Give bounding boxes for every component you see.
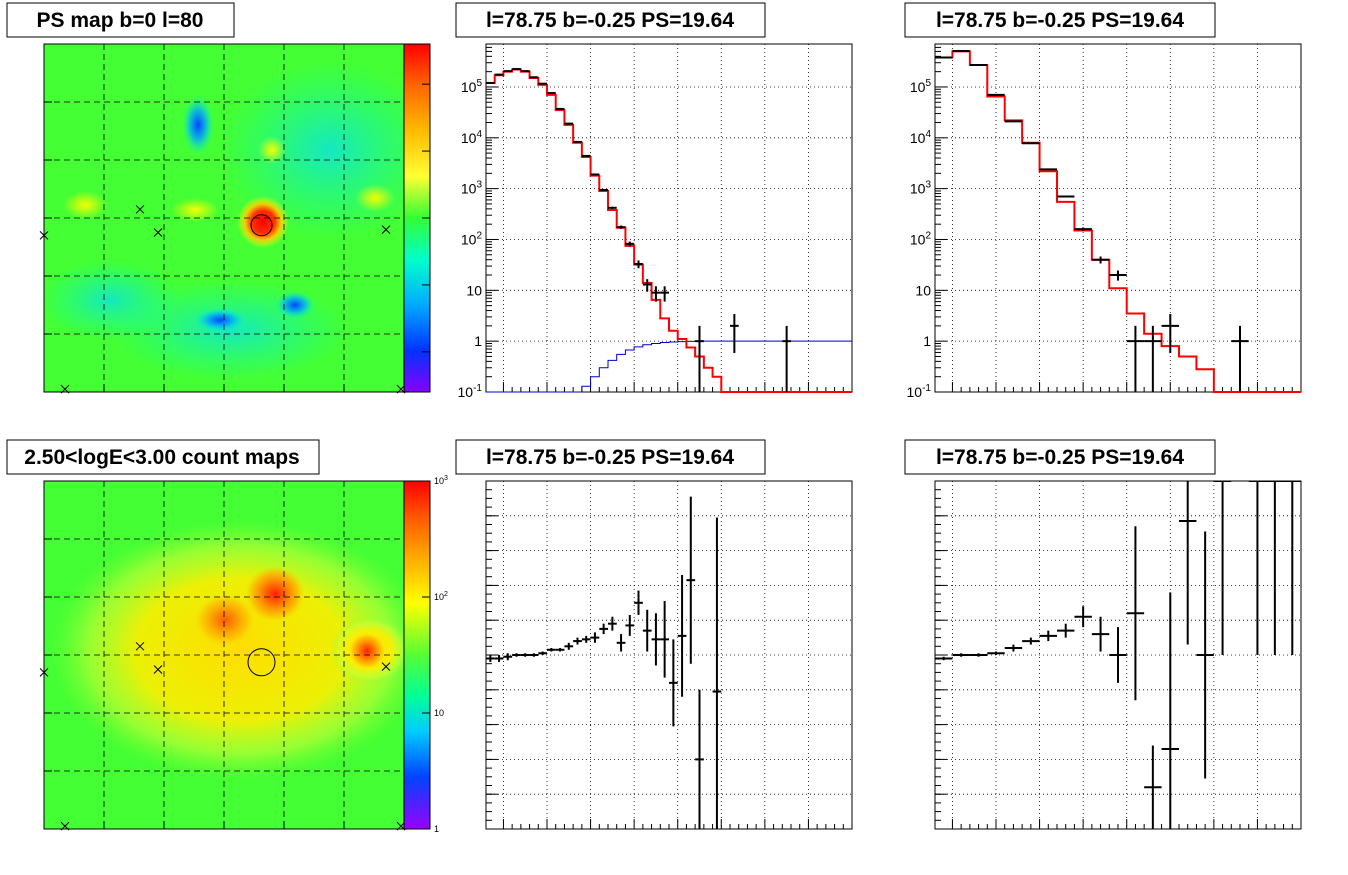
- y-tick-label: 1: [474, 333, 482, 349]
- chart-frame: [934, 480, 1302, 830]
- spectrum-fine-title: l=78.75 b=-0.25 PS=19.64: [486, 9, 734, 32]
- count-map-colorbar: [404, 481, 430, 829]
- y-tick-label: 102: [910, 230, 932, 247]
- colorbar-tick-base: 1: [434, 824, 439, 834]
- y-tick-label: 103: [910, 180, 932, 197]
- colorbar-tick-exp: 3: [444, 475, 448, 482]
- y-tick-exp: 4: [925, 129, 931, 140]
- colorbar-tick-base: 10: [434, 592, 444, 602]
- y-tick-label: 103: [461, 180, 483, 197]
- source-cross: [39, 668, 49, 677]
- source-cross: [153, 228, 163, 237]
- y-tick-exp: 3: [476, 180, 482, 191]
- y-tick-label: 102: [461, 230, 483, 247]
- chart-frame: [485, 480, 853, 830]
- source-cross: [381, 225, 391, 234]
- spectrum-panel-fine: l=78.75 b=-0.25 PS=19.64: [455, 2, 766, 38]
- count-map-title: 2.50<logE<3.00 count maps: [24, 446, 299, 469]
- background-model-histogram: [486, 340, 852, 393]
- y-tick-base: 10: [910, 79, 926, 95]
- colorbar-tick-label: 1: [434, 824, 439, 834]
- y-tick-exp: -1: [473, 383, 482, 394]
- colorbar-tick-exp: 2: [444, 591, 448, 598]
- source-cross: [135, 641, 145, 651]
- y-tick-exp: 5: [476, 78, 482, 89]
- residual-points: [935, 481, 1301, 829]
- residual-points: [486, 496, 722, 829]
- y-tick-label: 10-1: [458, 383, 483, 400]
- y-tick-base: 10: [910, 181, 926, 197]
- ps-map-title: PS map b=0 l=80: [37, 9, 204, 32]
- y-tick-base: 10: [461, 79, 477, 95]
- residual-panel-coarse: l=78.75 b=-0.25 PS=19.64: [904, 439, 1216, 475]
- y-tick-exp: 4: [476, 129, 482, 140]
- spectrum-panel-coarse: l=78.75 b=-0.25 PS=19.64: [904, 2, 1216, 38]
- y-tick-base: 10: [915, 282, 931, 298]
- y-tick-base: 10: [461, 231, 477, 247]
- y-tick-base: 1: [923, 333, 931, 349]
- colorbar-tick-label: 102: [434, 591, 448, 602]
- source-cross: [60, 821, 70, 831]
- y-tick-base: 10: [907, 384, 923, 400]
- plot-area: [486, 44, 852, 392]
- y-tick-exp: -1: [922, 383, 931, 394]
- y-tick-label: 10-1: [907, 383, 932, 400]
- target-circle: [250, 214, 273, 237]
- ps-map-panel: PS map b=0 l=80: [6, 2, 431, 394]
- colorbar-tick-label: 103: [434, 475, 448, 486]
- y-tick-exp: 2: [925, 230, 931, 241]
- y-tick-exp: 3: [925, 180, 931, 191]
- residual-fine-title: l=78.75 b=-0.25 PS=19.64: [486, 446, 734, 469]
- y-tick-base: 1: [474, 333, 482, 349]
- source-cross: [381, 662, 391, 671]
- y-tick-label: 104: [461, 129, 483, 146]
- source-cross: [39, 231, 49, 240]
- y-tick-label: 105: [910, 78, 932, 95]
- y-tick-label: 105: [461, 78, 483, 95]
- source-cross: [135, 204, 145, 214]
- y-tick-label: 1: [923, 333, 931, 349]
- target-circle: [247, 648, 276, 677]
- count-map-title-box: [6, 439, 320, 475]
- y-tick-base: 10: [910, 130, 926, 146]
- y-tick-label: 10: [466, 282, 482, 298]
- y-tick-base: 10: [461, 181, 477, 197]
- source-cross: [153, 665, 163, 674]
- spectrum-coarse-title: l=78.75 b=-0.25 PS=19.64: [936, 9, 1184, 32]
- y-tick-exp: 5: [925, 78, 931, 89]
- y-tick-base: 10: [458, 384, 474, 400]
- source-cross: [60, 384, 70, 394]
- y-tick-label: 104: [910, 129, 932, 146]
- colorbar-tick-base: 10: [434, 708, 444, 718]
- colorbar-tick-base: 10: [434, 476, 444, 486]
- residual-coarse-title: l=78.75 b=-0.25 PS=19.64: [936, 446, 1184, 469]
- y-tick-label: 10: [915, 282, 931, 298]
- y-tick-base: 10: [466, 282, 482, 298]
- y-tick-base: 10: [461, 130, 477, 146]
- y-tick-exp: 2: [476, 230, 482, 241]
- plot-area: [486, 481, 852, 829]
- colorbar-tick-label: 10: [434, 708, 444, 718]
- residual-panel-fine: l=78.75 b=-0.25 PS=19.64: [455, 439, 766, 475]
- y-tick-base: 10: [910, 231, 926, 247]
- ps-map-title-box: [6, 2, 235, 38]
